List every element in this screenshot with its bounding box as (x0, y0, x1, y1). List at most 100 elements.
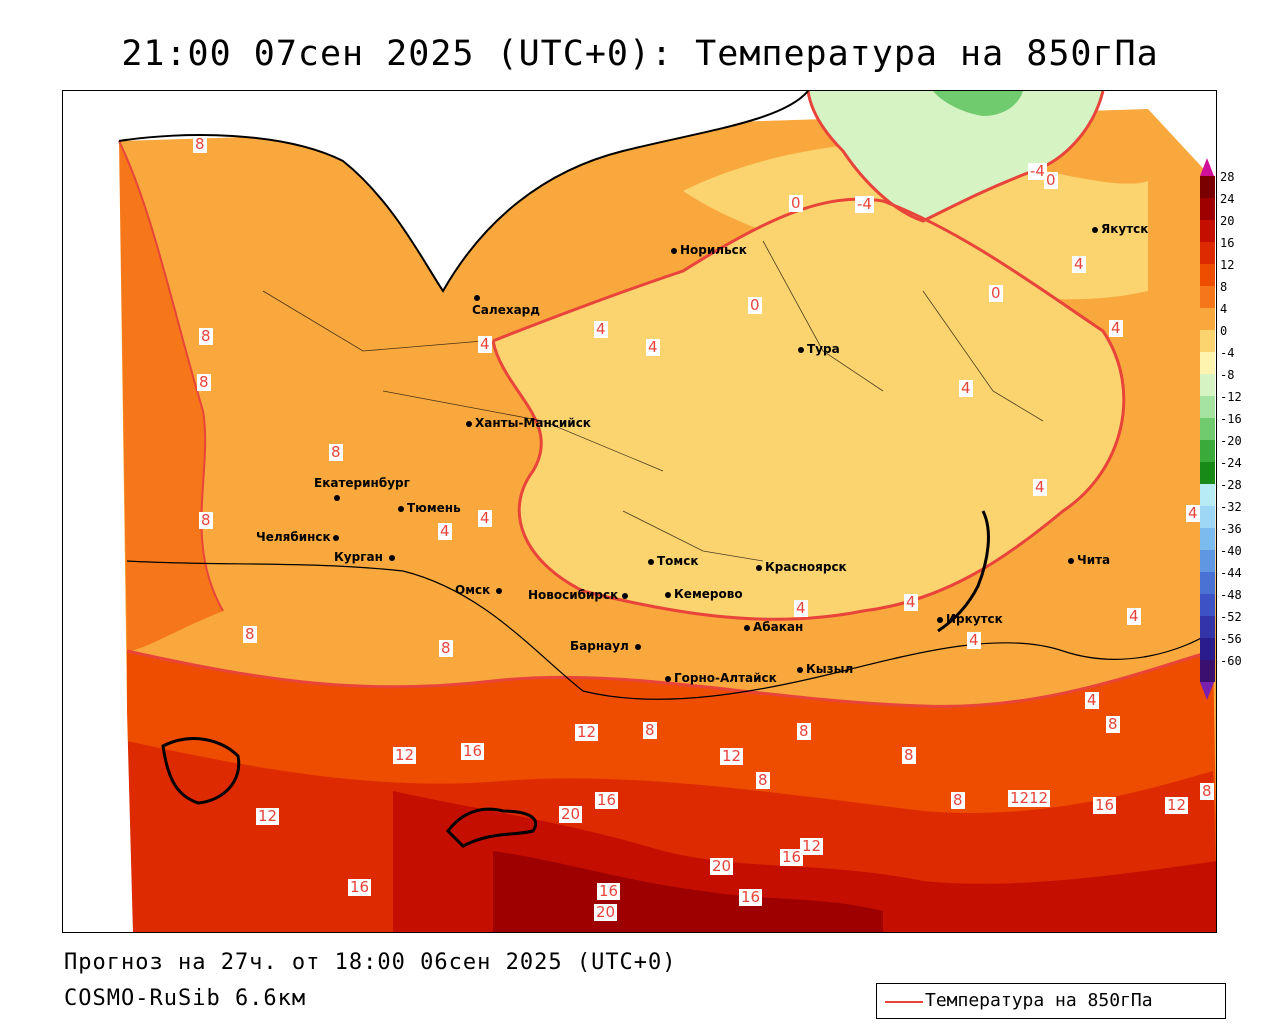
colorbar-segment (1200, 506, 1215, 528)
contour-label: 12 (575, 723, 599, 741)
colorbar-tick-label: -8 (1220, 368, 1235, 382)
city-khanty-mansiysk: Ханты-Мансийск (466, 416, 591, 430)
contour-label: 8 (902, 746, 916, 764)
colorbar-segment (1200, 528, 1215, 550)
temperature-field (63, 91, 1216, 932)
city-yekaterinburg-label: Екатеринбург (314, 476, 410, 490)
contour-label: 8 (243, 625, 257, 643)
isotherm-west (118, 140, 224, 612)
contour-label: 12 (1027, 789, 1051, 807)
contour-label: 12 (256, 807, 280, 825)
contour-label: 8 (329, 443, 343, 461)
colorbar-tick-label: -20 (1220, 434, 1242, 448)
colorbar-segment (1200, 572, 1215, 594)
contour-label: 4 (1085, 691, 1099, 709)
contour-label: 20 (710, 857, 734, 875)
contour-label: 0 (989, 284, 1003, 302)
arctic-sea (63, 91, 808, 291)
contour-label: 12 (1165, 796, 1189, 814)
city-chita: Чита (1068, 553, 1110, 567)
map-panel[interactable] (62, 90, 1217, 933)
country-border (126, 560, 1214, 700)
colorbar-arrow-bottom-icon (1200, 682, 1214, 700)
contour-label: 16 (780, 848, 804, 866)
colorbar-segment (1200, 176, 1215, 198)
contour-label: 4 (438, 522, 452, 540)
city-tura: Тура (798, 342, 840, 356)
colorbar-tick-label: 24 (1220, 192, 1235, 206)
contour-label: 4 (794, 599, 808, 617)
colorbar-segment (1200, 418, 1215, 440)
city-kyzyl: Кызыл (797, 662, 853, 676)
contour-label: 8 (193, 135, 207, 153)
colorbar-tick-label: 28 (1220, 170, 1235, 184)
city-kurgan: Курган (334, 550, 398, 564)
map-title: 21:00 07сен 2025 (UTC+0): Температура на… (121, 34, 1159, 74)
colorbar-segment (1200, 396, 1215, 418)
contour-label: 16 (1093, 796, 1117, 814)
city-kemerovo: Кемерово (665, 587, 743, 601)
contour-label: 4 (1072, 255, 1086, 273)
colorbar-segment (1200, 352, 1215, 374)
balkhash-outline (446, 807, 537, 848)
city-yakutsk: Якутск (1092, 222, 1148, 236)
colorbar-arrow-top-icon (1200, 158, 1214, 176)
contour-label: 4 (959, 379, 973, 397)
contour-label: 0 (1044, 171, 1058, 189)
contour-label: 8 (197, 373, 211, 391)
contour-label: 4 (1109, 319, 1123, 337)
contour-label: 8 (951, 791, 965, 809)
colorbar-segment (1200, 638, 1215, 660)
contour-label: -4 (855, 195, 874, 213)
legend-line-swatch (885, 1001, 923, 1003)
city-salekhard-label: Салехард (472, 303, 540, 317)
region-borders (262, 240, 1044, 562)
colorbar: 28 24 20 16 12 8 4 0 -4 -8 -12 -16 -20 -24 -28 -32 -36 -4… (1200, 158, 1264, 700)
contour-label: 16 (739, 888, 763, 906)
colorbar-tick-label: 12 (1220, 258, 1235, 272)
contour-label: 20 (594, 903, 618, 921)
colorbar-segment (1200, 374, 1215, 396)
colorbar-segment (1200, 330, 1215, 352)
legend-box: Температура на 850гПа (876, 983, 1226, 1019)
colorbar-tick-label: -32 (1220, 500, 1242, 514)
colorbar-tick-label: -24 (1220, 456, 1242, 470)
contour-label: 12 (800, 837, 824, 855)
contour-label: 4 (478, 509, 492, 527)
isotherm-4 (491, 197, 1126, 621)
colorbar-tick-label: -60 (1220, 654, 1242, 668)
colorbar-segment (1200, 220, 1215, 242)
colorbar-tick-label: -36 (1220, 522, 1242, 536)
contour-label: 0 (789, 194, 803, 212)
contour-label: 8 (643, 721, 657, 739)
west-band-8 (119, 141, 223, 651)
colorbar-tick-label: 0 (1220, 324, 1228, 338)
central-cool-zone (493, 199, 1124, 620)
city-krasnoyarsk: Красноярск (756, 560, 847, 574)
contour-label: 8 (797, 722, 811, 740)
warm-band-24 (493, 851, 883, 932)
contour-label: 16 (461, 742, 485, 760)
arctic-coastline (118, 91, 809, 293)
forecast-info: Прогноз на 27ч. от 18:00 06сен 2025 (UTC… (64, 950, 677, 975)
baikal-outline (937, 510, 990, 633)
colorbar-segment (1200, 264, 1215, 286)
colorbar-segment (1200, 660, 1215, 682)
contour-label: 12 (1008, 789, 1032, 807)
contour-label: 8 (756, 771, 770, 789)
colorbar-segment (1200, 616, 1215, 638)
colorbar-segment (1200, 484, 1215, 506)
contour-label: 4 (1186, 504, 1200, 522)
contour-label: 8 (1106, 715, 1120, 733)
city-irkutsk: Иркутск (937, 612, 1003, 626)
city-norilsk: Норильск (671, 243, 747, 257)
colorbar-segment (1200, 462, 1215, 484)
colorbar-tick-label: 8 (1220, 280, 1228, 294)
contour-label: 16 (597, 882, 621, 900)
colorbar-tick-label: -56 (1220, 632, 1242, 646)
colorbar-tick-label: -40 (1220, 544, 1242, 558)
city-yekaterinburg-dot (334, 490, 343, 504)
colorbar-tick-label: -28 (1220, 478, 1242, 492)
contour-label: 12 (393, 746, 417, 764)
cold-zone-minus12 (933, 91, 1023, 116)
